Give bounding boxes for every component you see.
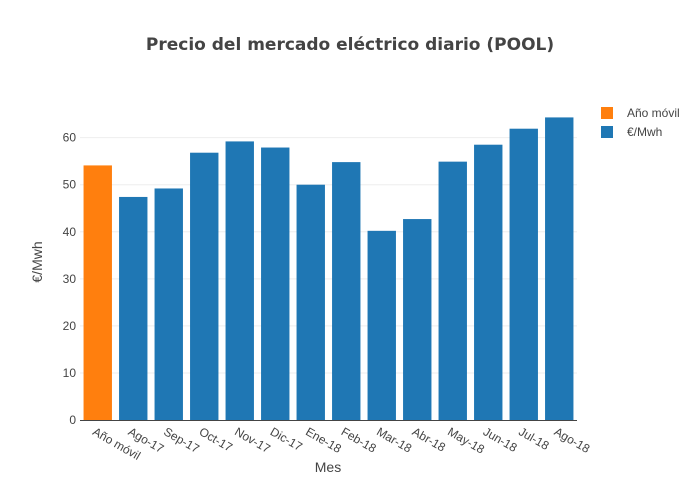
bar-layer <box>83 117 574 421</box>
y-tick-label: 50 <box>63 178 77 192</box>
x-tick-label: Sep-17 <box>161 424 202 456</box>
y-tick-label: 20 <box>63 319 77 333</box>
legend-label: Año móvil <box>627 106 680 120</box>
x-tick-label: Oct-17 <box>197 424 235 454</box>
bar-abr-18 <box>403 219 432 420</box>
legend-label: €/Mwh <box>627 125 662 139</box>
x-tick-label: Dic-17 <box>268 424 305 454</box>
x-tick-label: Jun-18 <box>481 424 520 455</box>
bar-jun-18 <box>474 144 503 421</box>
bar-oct-17 <box>190 152 219 421</box>
bar-may-18 <box>438 161 467 420</box>
y-tick-label: 60 <box>63 131 77 145</box>
x-tick-label: May-18 <box>445 424 487 456</box>
y-tick-label: 40 <box>63 225 77 239</box>
y-tick-label: 10 <box>63 366 77 380</box>
bar-feb-18 <box>332 162 361 420</box>
y-tick-label: 30 <box>63 272 77 286</box>
bar-mar-18 <box>367 230 396 420</box>
x-tick-label: Ago-18 <box>552 424 593 456</box>
bar-a-o-m-vil <box>83 165 112 420</box>
legend-swatch <box>601 107 613 119</box>
x-axis-title: Mes <box>315 459 341 475</box>
x-tick-label: Mar-18 <box>374 424 414 455</box>
y-axis-title: €/Mwh <box>29 241 45 282</box>
bar-jul-18 <box>509 128 538 421</box>
bar-ene-18 <box>296 184 325 420</box>
y-tick-label: 0 <box>69 413 76 427</box>
legend-swatch <box>601 126 613 138</box>
bar-ago-18 <box>545 117 574 420</box>
bar-dic-17 <box>261 147 290 420</box>
bar-sep-17 <box>154 188 183 420</box>
x-tick-label: Abr-18 <box>410 424 448 454</box>
x-tick-label: Feb-18 <box>339 424 379 455</box>
x-tick-label: Ene-18 <box>303 424 344 456</box>
chart-title: Precio del mercado eléctrico diario (POO… <box>146 35 554 55</box>
x-tick-label: Jul-18 <box>516 424 552 453</box>
x-tick-label: Nov-17 <box>232 424 273 456</box>
legend: Año móvil €/Mwh <box>601 106 680 139</box>
bar-ago-17 <box>119 196 148 420</box>
bar-nov-17 <box>225 141 254 421</box>
